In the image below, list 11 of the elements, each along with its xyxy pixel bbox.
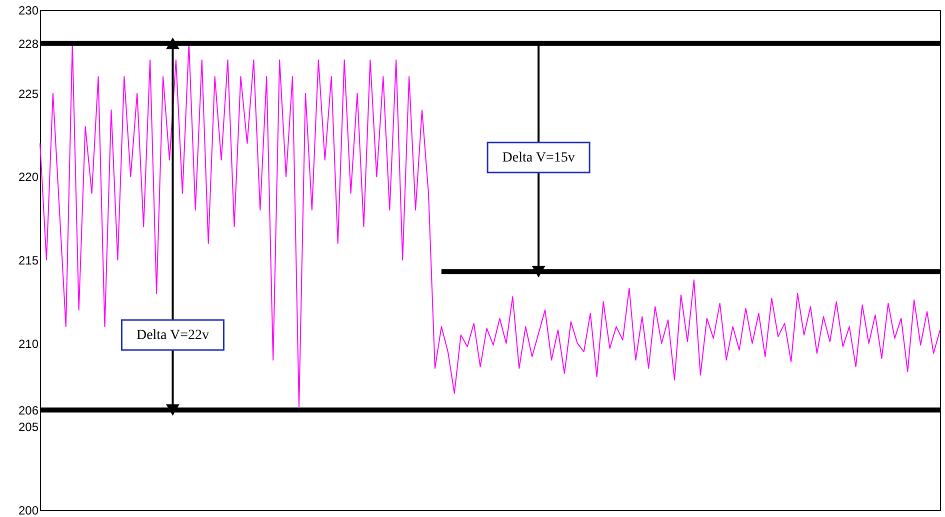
y-tick-label: 200	[18, 504, 39, 517]
y-tick-label: 228	[18, 36, 39, 51]
annotation: Delta V=22v	[136, 328, 210, 343]
y-tick-label: 210	[18, 336, 39, 351]
annotation: Delta V=15v	[502, 150, 575, 166]
y-tick-label: 230	[18, 4, 39, 18]
y-tick-label: 220	[18, 170, 39, 184]
y-tick-label: 205	[18, 420, 39, 434]
y-tick-label: 215	[18, 254, 39, 268]
y-tick-label: 206	[18, 404, 39, 418]
y-tick-label: 225	[18, 86, 39, 101]
